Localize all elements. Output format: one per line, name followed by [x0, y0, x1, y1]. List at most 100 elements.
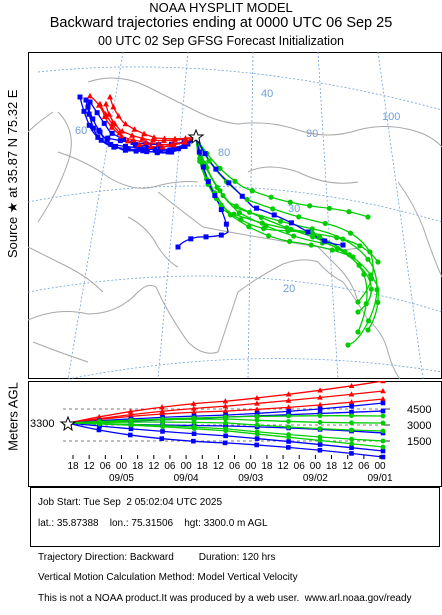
square-marker	[122, 143, 128, 149]
time-tick-label: 18	[132, 461, 144, 472]
square-marker	[317, 442, 323, 447]
square-marker	[254, 205, 260, 211]
circle-marker	[232, 178, 238, 184]
trajectory-map: 40 100 90 80 60 20 30	[28, 52, 442, 379]
circle-marker	[238, 217, 244, 223]
lat-lon-grid	[28, 52, 442, 379]
square-marker	[191, 431, 197, 437]
circle-marker	[223, 414, 228, 420]
circle-marker	[340, 236, 346, 242]
triangle-marker	[254, 400, 260, 406]
circle-marker	[355, 309, 361, 315]
square-marker	[128, 426, 134, 432]
circle-marker	[347, 230, 354, 236]
circle-marker	[263, 223, 269, 229]
triangle-marker	[131, 126, 138, 132]
square-marker	[154, 149, 160, 155]
circle-marker	[287, 199, 293, 205]
square-marker	[101, 120, 107, 126]
triangle-marker	[222, 408, 229, 414]
square-marker	[94, 110, 100, 116]
job-direction: Trajectory Direction: Backward Duration:…	[38, 551, 276, 563]
time-tick-label: 12	[213, 461, 225, 472]
triangle-marker	[190, 400, 197, 406]
circle-marker	[220, 192, 226, 199]
grid-label: 100	[382, 111, 400, 123]
time-tick-label: 00	[374, 461, 386, 472]
grid-label: 40	[261, 88, 273, 100]
square-marker	[85, 104, 91, 110]
square-marker	[317, 406, 323, 412]
job-start: Job Start: Tue Sep 2 05:02:04 UTC 2025	[38, 497, 223, 509]
square-marker	[380, 400, 386, 406]
triangle-marker	[87, 92, 93, 99]
circle-marker	[291, 233, 297, 239]
circle-marker	[223, 428, 229, 434]
circle-marker	[191, 426, 197, 432]
time-tick-label: 00	[245, 461, 257, 472]
circle-marker	[270, 206, 276, 212]
circle-marker	[160, 416, 165, 422]
circle-marker	[284, 225, 290, 231]
circle-marker	[310, 234, 316, 240]
forecast-subtitle: 00 UTC 02 Sep GFSG Forecast Initializati…	[98, 34, 344, 48]
square-marker	[305, 229, 311, 235]
triangle-marker	[191, 409, 197, 415]
square-marker	[349, 403, 354, 409]
triangle-marker	[108, 124, 115, 130]
square-marker	[81, 108, 87, 114]
triangle-marker	[116, 129, 123, 136]
square-marker	[212, 193, 218, 199]
triangle-marker	[285, 397, 292, 403]
square-marker	[137, 145, 143, 151]
date-tick-label: 09/02	[303, 473, 328, 484]
circle-marker	[128, 417, 134, 423]
square-marker	[322, 238, 328, 244]
square-marker	[349, 451, 354, 456]
time-tick-label: 12	[342, 461, 354, 472]
time-tick-label: 06	[164, 461, 176, 472]
circle-marker	[349, 436, 354, 442]
circle-marker	[296, 214, 302, 220]
square-marker	[226, 180, 232, 186]
triangle-marker	[107, 93, 113, 100]
square-marker	[202, 151, 208, 157]
square-marker	[95, 134, 101, 140]
grid-label: 30	[288, 203, 300, 215]
circle-marker	[326, 205, 332, 211]
circle-marker	[374, 287, 380, 293]
circle-marker	[265, 233, 272, 239]
circle-marker	[365, 256, 371, 262]
date-tick-label: 09/04	[174, 473, 199, 484]
square-marker	[317, 447, 323, 453]
circle-marker	[308, 242, 314, 248]
circle-marker	[223, 420, 229, 426]
triangle-marker	[182, 135, 189, 141]
trajectory-markers	[77, 92, 381, 348]
circle-marker	[375, 259, 381, 265]
circle-marker	[357, 243, 363, 249]
triangle-marker	[125, 137, 132, 144]
time-axis: 18 12 06 00 18 12 06 00 18 12 06 00 18 12 06 00 18 12 06 00…	[67, 455, 393, 484]
model-title: NOAA HYSPLIT MODEL	[149, 0, 293, 15]
square-marker	[175, 146, 181, 152]
time-tick-label: 12	[148, 461, 160, 472]
height-labels: 3300 4500 3000 1500	[30, 404, 431, 448]
square-marker	[380, 408, 386, 414]
square-marker	[205, 179, 211, 185]
source-star-icon	[59, 415, 77, 432]
circle-marker	[217, 188, 223, 194]
height-tick: 4500	[407, 404, 431, 416]
triangle-marker	[136, 141, 143, 148]
triangle-marker	[159, 408, 166, 414]
circle-marker	[361, 271, 367, 277]
circle-marker	[345, 342, 351, 348]
square-marker	[340, 242, 346, 248]
date-tick-label: 09/01	[367, 473, 392, 484]
square-marker	[104, 137, 110, 143]
circle-marker	[128, 422, 134, 428]
circle-marker	[355, 299, 361, 305]
time-tick-label: 12	[277, 461, 289, 472]
square-marker	[218, 232, 224, 238]
source-location-label: Source ★ at 35.87 N 75.32 E	[5, 89, 20, 258]
